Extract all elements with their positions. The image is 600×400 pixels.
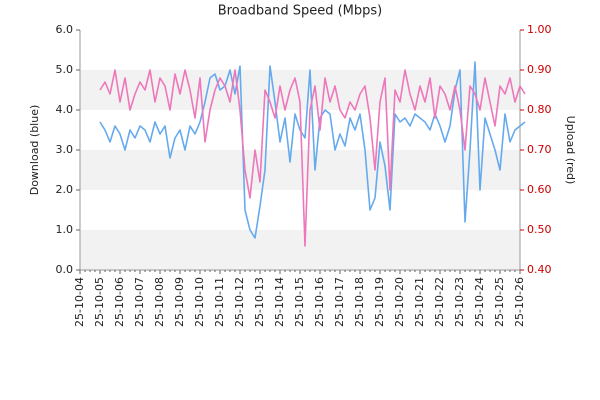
chart-title: Broadband Speed (Mbps) [218, 4, 383, 19]
x-tick-label: 25-10-10 [193, 277, 206, 327]
y2-tick-label: 0.60 [527, 183, 552, 196]
x-tick-label: 25-10-15 [293, 277, 306, 327]
x-tick-label: 25-10-19 [373, 277, 386, 327]
series-line [99, 69, 526, 247]
x-tick-label: 25-10-06 [113, 277, 126, 327]
x-tick-label: 25-10-25 [493, 277, 506, 327]
y2-tick-label: 1.00 [527, 23, 552, 36]
grid-band [80, 150, 520, 190]
x-tick-label: 25-10-07 [133, 277, 146, 327]
y2-tick-label: 0.70 [527, 143, 552, 156]
x-tick-label: 25-10-20 [393, 277, 406, 327]
x-tick-label: 25-10-13 [253, 277, 266, 327]
x-tick-label: 25-10-24 [473, 277, 486, 327]
y2-tick-label: 0.40 [527, 263, 552, 276]
y-tick-label: 2.0 [56, 183, 74, 196]
y-axis-label: Download (blue) [28, 105, 41, 196]
y-tick-label: 6.0 [56, 23, 74, 36]
grid-band [80, 230, 520, 270]
x-tick-label: 25-10-09 [173, 277, 186, 327]
x-tick-label: 25-10-18 [353, 277, 366, 327]
x-tick-label: 25-10-22 [433, 277, 446, 327]
x-tick-label: 25-10-17 [333, 277, 346, 327]
y-tick-label: 1.0 [56, 223, 74, 236]
y-tick-label: 4.0 [56, 103, 74, 116]
x-tick-label: 25-10-08 [153, 277, 166, 327]
x-tick-label: 25-10-11 [213, 277, 226, 327]
x-tick-label: 25-10-16 [313, 277, 326, 327]
x-tick-label: 25-10-04 [73, 277, 86, 327]
y-tick-label: 3.0 [56, 143, 74, 156]
x-tick-label: 25-10-05 [93, 277, 106, 327]
x-tick-label: 25-10-26 [513, 277, 526, 327]
y2-tick-label: 0.80 [527, 103, 552, 116]
series-line [99, 61, 526, 239]
x-tick-label: 25-10-21 [413, 277, 426, 327]
y-tick-label: 0.0 [56, 263, 74, 276]
x-tick-label: 25-10-12 [233, 277, 246, 327]
y2-axis-label: Upload (red) [564, 116, 577, 185]
x-tick-label: 25-10-23 [453, 277, 466, 327]
y2-tick-label: 0.90 [527, 63, 552, 76]
y2-tick-label: 0.50 [527, 223, 552, 236]
x-tick-label: 25-10-14 [273, 277, 286, 327]
y-tick-label: 5.0 [56, 63, 74, 76]
